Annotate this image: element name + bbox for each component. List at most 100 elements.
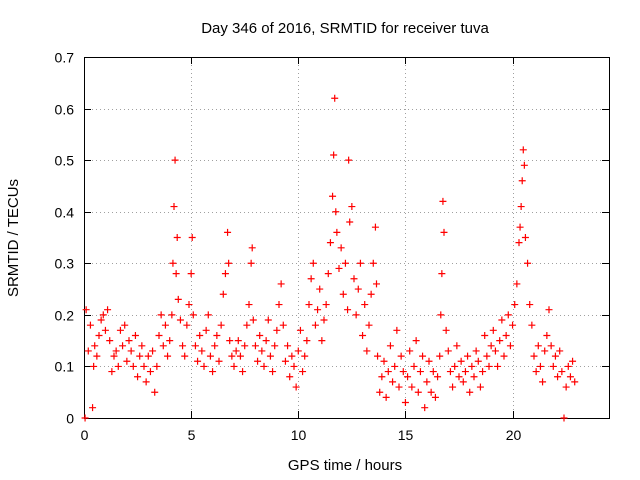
data-point: [234, 337, 242, 345]
data-point: [406, 347, 414, 355]
data-point: [504, 311, 512, 319]
data-point: [292, 383, 300, 391]
data-point: [294, 347, 302, 355]
data-point: [322, 301, 330, 309]
data-point: [155, 331, 163, 339]
data-point: [562, 383, 570, 391]
x-tick-label: 20: [506, 427, 522, 443]
data-point: [429, 368, 437, 376]
data-point: [476, 383, 484, 391]
data-point: [481, 331, 489, 339]
data-point: [350, 275, 358, 283]
data-points: [81, 94, 579, 422]
chart-title: Day 346 of 2016, SRMTID for receiver tuv…: [201, 20, 489, 37]
data-point: [399, 368, 407, 376]
data-point: [361, 301, 369, 309]
axis-ticks: [84, 57, 609, 419]
data-point: [408, 383, 416, 391]
data-point: [431, 393, 439, 401]
data-point: [183, 321, 191, 329]
data-point: [266, 352, 274, 360]
data-point: [438, 270, 446, 278]
data-point: [515, 239, 523, 247]
plot-frame: [84, 57, 610, 419]
data-point: [171, 156, 179, 164]
data-point: [437, 311, 445, 319]
data-point: [243, 321, 251, 329]
data-point: [491, 347, 499, 355]
data-point: [251, 342, 259, 350]
data-point: [571, 378, 579, 386]
data-point: [569, 357, 577, 365]
x-tick-label: 0: [81, 427, 89, 443]
data-point: [352, 311, 360, 319]
data-point: [423, 378, 431, 386]
data-point: [558, 368, 566, 376]
data-point: [461, 368, 469, 376]
data-point: [498, 316, 506, 324]
data-point: [516, 223, 524, 231]
data-point: [200, 362, 208, 370]
data-point: [288, 352, 296, 360]
data-point: [506, 342, 514, 350]
data-point: [551, 352, 559, 360]
data-point: [464, 352, 472, 360]
data-point: [386, 342, 394, 350]
data-point: [239, 368, 247, 376]
data-point: [236, 352, 244, 360]
data-point: [494, 362, 502, 370]
data-point: [188, 234, 196, 241]
data-point: [369, 259, 377, 267]
data-point: [221, 270, 229, 278]
data-point: [513, 280, 521, 288]
data-point: [260, 362, 268, 370]
data-point: [520, 161, 528, 169]
data-point: [151, 388, 159, 396]
data-point: [202, 326, 210, 334]
data-point: [211, 342, 219, 350]
data-point: [129, 362, 137, 370]
data-point: [114, 362, 122, 370]
data-point: [459, 378, 467, 386]
data-point: [95, 331, 103, 339]
data-point: [320, 316, 328, 324]
data-point: [346, 218, 354, 226]
data-point: [166, 337, 174, 345]
data-point: [384, 368, 392, 376]
data-point: [273, 326, 281, 334]
data-point: [230, 362, 238, 370]
y-tick-label: 0: [66, 411, 74, 427]
data-point: [258, 347, 266, 355]
data-point: [332, 208, 340, 216]
data-point: [121, 321, 129, 329]
data-point: [245, 301, 253, 309]
data-point: [329, 192, 337, 200]
data-point: [397, 352, 405, 360]
data-point: [99, 311, 107, 319]
data-point: [404, 373, 412, 381]
data-point: [485, 362, 493, 370]
data-point: [305, 301, 313, 309]
data-point: [97, 316, 105, 324]
data-point: [279, 321, 287, 329]
data-point: [125, 337, 133, 345]
data-point: [127, 347, 135, 355]
data-point: [518, 177, 526, 185]
data-point: [554, 373, 562, 381]
data-point: [363, 347, 371, 355]
data-point: [173, 234, 181, 241]
data-point: [391, 362, 399, 370]
data-point: [526, 301, 534, 309]
data-point: [93, 352, 101, 360]
data-point: [264, 316, 272, 324]
data-point: [204, 311, 212, 319]
data-point: [487, 342, 495, 350]
data-point: [324, 270, 332, 278]
data-point: [434, 373, 442, 381]
x-tick-label: 10: [291, 427, 307, 443]
data-point: [489, 326, 497, 334]
data-point: [196, 331, 204, 339]
data-point: [179, 342, 187, 350]
data-point: [560, 414, 568, 422]
